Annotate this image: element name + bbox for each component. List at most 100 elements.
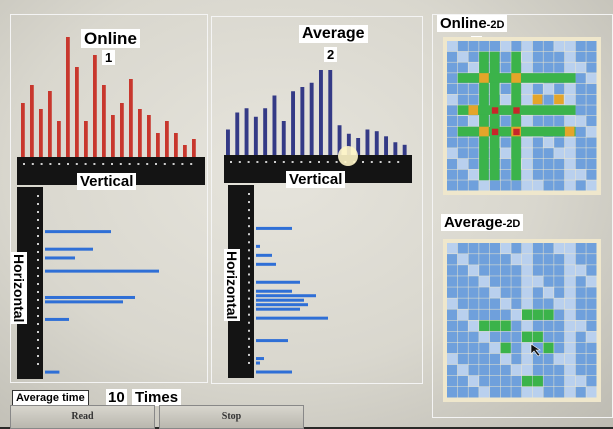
heatmap-cell [564,137,576,148]
read-button[interactable]: Read [10,405,155,429]
axis-tick [326,161,329,163]
heatmap-cell [457,309,468,320]
vertical-bar [48,91,52,157]
axis-tick [248,217,250,220]
heatmap-cell [500,287,511,298]
heatmap-cell [500,62,511,73]
axis-tick [37,347,39,349]
online2d-heatmap [443,37,601,402]
horizontal-bar [45,256,75,260]
average-panel: Average 2 Vertical Horizontal [211,16,423,384]
heatmap-cell [468,41,479,52]
heatmap-cell [489,309,501,320]
horizontal-bar [256,303,308,307]
axis-tick [190,163,193,165]
heatmap-cell [468,331,479,343]
heatmap-cell [500,386,511,398]
horizontal-bar [45,370,60,374]
axis-tick [37,195,39,197]
heatmap-cell [500,254,511,265]
vertical-bar [393,142,398,155]
axis-tick [93,163,96,165]
heatmap-cell [522,51,533,62]
heatmap-cell [457,287,468,298]
axis-tick [230,161,232,163]
heatmap-cell [564,375,576,387]
vertical-bar [291,91,296,155]
heatmap-cell [479,41,490,52]
average-horizontal-label: Horizontal [224,249,240,322]
axis-tick [238,161,241,163]
heatmap-green-cell [543,309,554,320]
heatmap-cell [564,298,576,309]
heatmap-cell [575,137,586,148]
vertical-bar [337,125,342,155]
heatmap-red-cell [491,107,499,114]
heatmap-red-cell [513,107,520,114]
heatmap-cell [543,364,554,376]
heatmap-cell [532,342,543,354]
axis-tick [248,321,250,324]
heatmap-cell [511,320,522,332]
heatmap-green-cell [532,309,543,320]
axis-tick [37,235,39,237]
axis-tick [248,305,250,308]
heatmap-cell [447,51,458,62]
axis-tick [31,163,34,165]
heatmap-cell [564,62,576,73]
axis-tick [37,363,39,365]
heatmap-cell [543,169,554,180]
axis-tick [37,275,39,277]
heatmap-cell [564,116,576,127]
heatmap-cell [522,83,533,95]
heatmap-cell [511,254,522,265]
vertical-bar [226,129,230,155]
heatmap-green-column [489,51,500,181]
heatmap-cell [575,353,586,365]
heatmap-cell [554,158,565,170]
online-number: 1 [102,50,116,65]
axis-tick [309,161,312,163]
heatmap-cell [522,298,533,309]
axis-tick [248,345,250,348]
axis-tick [335,161,338,163]
axis-tick [379,161,382,163]
heatmap-cell [532,158,543,170]
horizontal-bar [256,289,292,293]
heatmap-cell [543,320,554,332]
stop-button[interactable]: Stop [159,405,304,429]
heatmap-cell [532,169,543,180]
online2d-title-main: Online [440,15,487,32]
axis-tick [181,163,184,165]
heatmap-cell [457,375,468,387]
vertical-bar [328,70,333,155]
heatmap-cell [543,158,554,170]
axis-tick [155,163,157,165]
heatmap-cell [457,353,468,365]
axis-tick [248,193,250,195]
heatmap-cell [447,158,458,170]
heatmap-cell [489,364,501,376]
heatmap-cell [586,353,597,365]
heatmap-green-cell [479,320,490,332]
heatmap-cell [447,276,458,287]
heatmap-cell [564,353,576,365]
heatmap-yellow-cell [554,94,564,105]
heatmap-cell [532,51,543,62]
heatmap-green-column [479,51,489,181]
heatmap-cell [532,298,543,309]
heatmap-cell [575,254,586,265]
heatmap-cell [543,137,554,148]
heatmap-cell [554,137,565,148]
axis-tick [37,307,39,309]
axis-tick [248,313,250,316]
axis-tick [282,161,285,163]
heatmap-cell [586,375,597,387]
heatmap-cell [489,342,501,354]
heatmap-cell [564,254,576,265]
heatmap-cell [532,243,543,254]
heatmap-cell [543,276,554,287]
heatmap-cell [532,148,543,159]
horizontal-bar [256,370,292,374]
axis-tick [274,161,276,163]
